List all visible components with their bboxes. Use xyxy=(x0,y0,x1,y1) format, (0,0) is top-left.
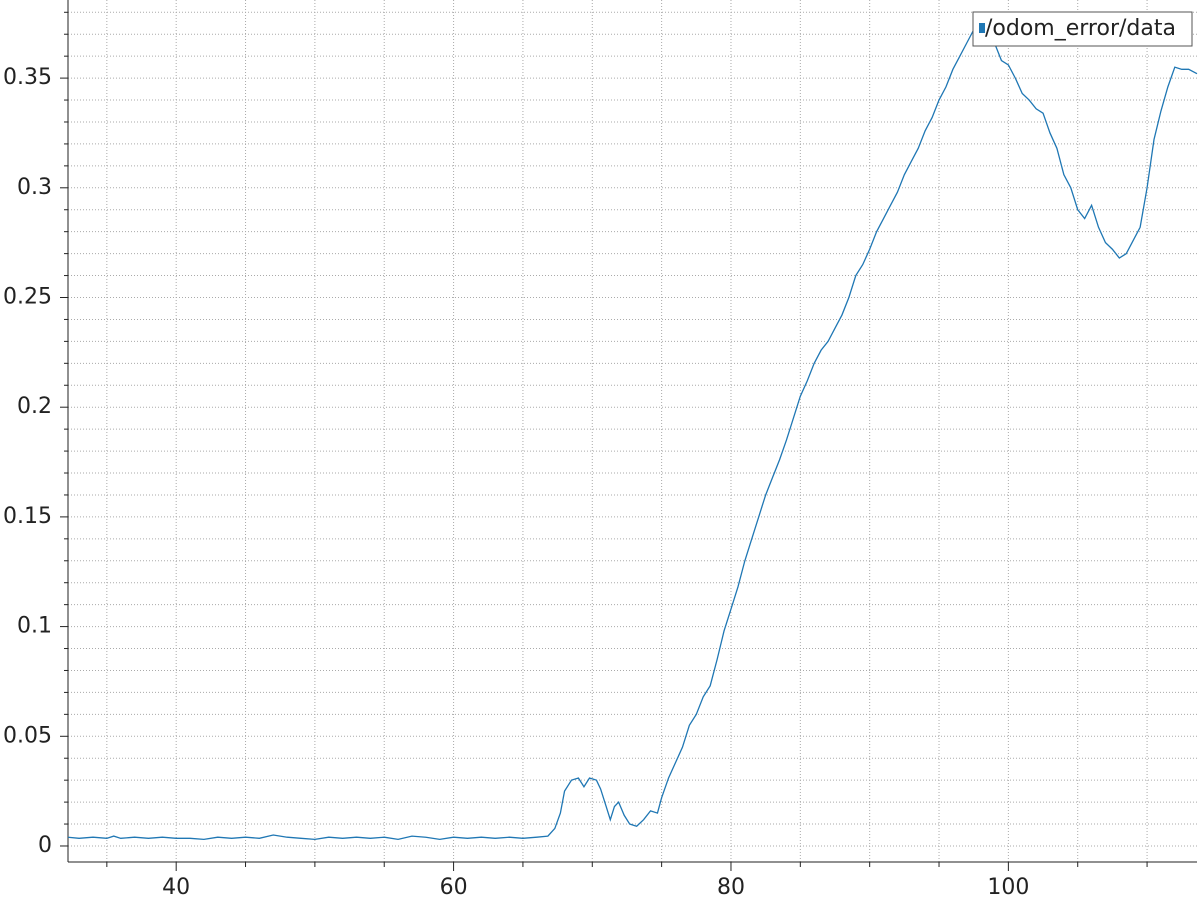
y-tick-label: 0 xyxy=(38,833,52,858)
legend-swatch xyxy=(979,23,985,33)
legend-box xyxy=(972,11,1193,47)
y-tick-label: 0.3 xyxy=(17,175,52,200)
x-tick-label: 60 xyxy=(440,875,468,900)
legend: /odom_error/data xyxy=(972,11,1193,47)
y-tick-label: 0.35 xyxy=(3,65,52,90)
x-tick-label: 100 xyxy=(987,875,1029,900)
y-tick-label: 0.1 xyxy=(17,614,52,639)
y-tick-label: 0.25 xyxy=(3,284,52,309)
y-tick-label: 0.15 xyxy=(3,504,52,529)
legend-label: /odom_error/data xyxy=(985,16,1176,41)
x-tick-label: 80 xyxy=(717,875,745,900)
data-line xyxy=(67,28,1198,841)
y-tick-label: 0.05 xyxy=(3,723,52,748)
x-tick-label: 40 xyxy=(162,875,190,900)
y-tick-label: 0.2 xyxy=(17,394,52,419)
